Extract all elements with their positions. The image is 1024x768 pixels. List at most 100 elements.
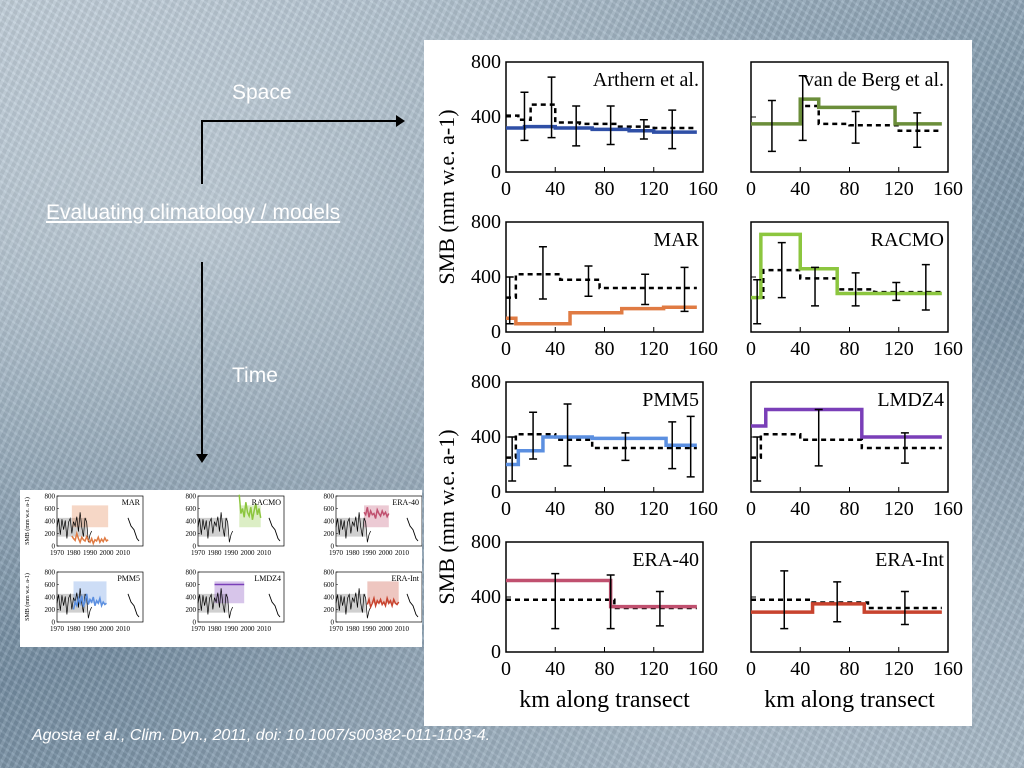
x-tick-label: 80 xyxy=(840,498,860,520)
space-arrow-horizontal xyxy=(201,120,396,122)
x-axis-label: km along transect xyxy=(764,687,935,713)
y-tick-label: 800 xyxy=(324,493,335,501)
time-panel-lmdz4: 0 200 400 600 800 1970 1980 1990 2000 2010 LMDZ4 xyxy=(186,569,285,633)
x-tick-label: 2010 xyxy=(116,549,131,557)
x-tick-label: 80 xyxy=(840,658,860,680)
y-tick-label: 0 xyxy=(491,481,501,503)
x-tick-label: 0 xyxy=(746,338,756,360)
x-tick-label: 160 xyxy=(688,498,718,520)
x-tick-label: 1980 xyxy=(67,549,82,557)
panel-title: MAR xyxy=(653,229,699,251)
model-series xyxy=(238,494,262,520)
time-arrow-vertical xyxy=(201,262,203,454)
inset-trend xyxy=(406,517,419,542)
time-label: Time xyxy=(232,364,278,387)
panel-title: MAR xyxy=(122,498,141,507)
y-tick-label: 800 xyxy=(471,51,501,73)
y-tick-label: 600 xyxy=(186,505,197,513)
x-tick-label: 2010 xyxy=(257,549,272,557)
x-tick-label: 0 xyxy=(746,178,756,200)
y-tick-label: 800 xyxy=(471,371,501,393)
panel-title: ERA-40 xyxy=(632,549,699,571)
x-tick-label: 1990 xyxy=(362,625,377,633)
x-tick-label: 120 xyxy=(884,658,914,680)
panel-lmdz4: 0 40 80 120 160 LMDZ4 xyxy=(746,381,963,520)
x-tick-label: 0 xyxy=(501,498,511,520)
y-tick-label: 800 xyxy=(324,569,335,577)
x-tick-label: 2000 xyxy=(100,549,115,557)
y-tick-label: 400 xyxy=(45,518,56,526)
y-tick-label: 200 xyxy=(45,606,56,614)
x-tick-label: 1990 xyxy=(224,625,239,633)
x-tick-label: 80 xyxy=(595,338,615,360)
panel-title: PMM5 xyxy=(642,389,699,411)
x-tick-label: 1970 xyxy=(191,549,206,557)
x-tick-label: 1980 xyxy=(208,549,223,557)
x-tick-label: 0 xyxy=(501,178,511,200)
panel-van-de-berg-et-al-: 0 40 80 120 160 van de Berg et al. xyxy=(746,61,963,200)
model-line xyxy=(506,305,697,326)
y-tick-label: 400 xyxy=(471,426,501,448)
time-panel-era-40: 0 200 400 600 800 1970 1980 1990 2000 2010 ERA-40 xyxy=(324,493,423,557)
panel-title: van de Berg et al. xyxy=(804,69,944,91)
y-tick-label: 600 xyxy=(186,581,197,589)
citation: Agosta et al., Clim. Dyn., 2011, doi: 10… xyxy=(32,727,491,744)
x-tick-label: 2000 xyxy=(241,625,256,633)
panel-mar: 0 400 800 0 40 80 120 160 MAR xyxy=(471,211,718,360)
y-tick-label: 200 xyxy=(324,606,335,614)
y-tick-label: 400 xyxy=(324,594,335,602)
model-series xyxy=(71,530,109,546)
y-axis-label: SMB (mm w.e. a-1) xyxy=(24,497,31,545)
panel-title: ERA-Int xyxy=(875,549,944,571)
x-tick-label: 2010 xyxy=(395,549,410,557)
x-tick-label: 40 xyxy=(790,658,810,680)
y-tick-label: 0 xyxy=(52,543,56,551)
x-tick-label: 40 xyxy=(545,178,565,200)
x-tick-label: 80 xyxy=(595,658,615,680)
panel-racmo: 0 40 80 120 160 RACMO xyxy=(746,221,963,360)
x-tick-label: 0 xyxy=(501,658,511,680)
model-line xyxy=(751,232,942,300)
x-tick-label: 120 xyxy=(639,498,669,520)
model-series xyxy=(366,595,400,610)
y-tick-label: 0 xyxy=(331,543,335,551)
y-tick-label: 400 xyxy=(324,518,335,526)
y-tick-label: 600 xyxy=(45,505,56,513)
y-tick-label: 400 xyxy=(186,518,197,526)
x-tick-label: 80 xyxy=(595,498,615,520)
observations-line xyxy=(751,104,942,132)
x-tick-label: 2010 xyxy=(257,625,272,633)
inset-trend xyxy=(268,593,281,618)
panel-title: RACMO xyxy=(871,229,944,251)
y-tick-label: 800 xyxy=(45,569,56,577)
time-panel-era-int: 0 200 400 600 800 1970 1980 1990 2000 2010 ERA-Int xyxy=(324,569,423,633)
x-tick-label: 1970 xyxy=(329,549,344,557)
x-tick-label: 120 xyxy=(639,658,669,680)
x-tick-label: 80 xyxy=(840,338,860,360)
time-panel-mar: 0 200 400 600 800 1970 1980 1990 2000 2010 MAR xyxy=(45,493,144,557)
panel-title: Arthern et al. xyxy=(593,69,699,91)
x-tick-label: 120 xyxy=(884,498,914,520)
inset-trend xyxy=(127,593,140,618)
x-tick-label: 1970 xyxy=(50,549,65,557)
x-tick-label: 160 xyxy=(933,338,963,360)
x-tick-label: 40 xyxy=(545,338,565,360)
y-tick-label: 200 xyxy=(186,606,197,614)
y-tick-label: 600 xyxy=(324,581,335,589)
x-tick-label: 1970 xyxy=(329,625,344,633)
observations-series xyxy=(197,512,233,543)
inset-trend xyxy=(268,517,281,542)
x-tick-label: 40 xyxy=(545,498,565,520)
x-tick-label: 1990 xyxy=(362,549,377,557)
x-tick-label: 1980 xyxy=(67,625,82,633)
y-tick-label: 0 xyxy=(491,641,501,663)
y-tick-label: 400 xyxy=(471,106,501,128)
x-tick-label: 120 xyxy=(639,338,669,360)
x-tick-label: 120 xyxy=(884,338,914,360)
observations-series xyxy=(56,512,92,543)
x-tick-label: 1980 xyxy=(208,625,223,633)
model-line xyxy=(506,124,697,134)
y-tick-label: 200 xyxy=(45,530,56,538)
